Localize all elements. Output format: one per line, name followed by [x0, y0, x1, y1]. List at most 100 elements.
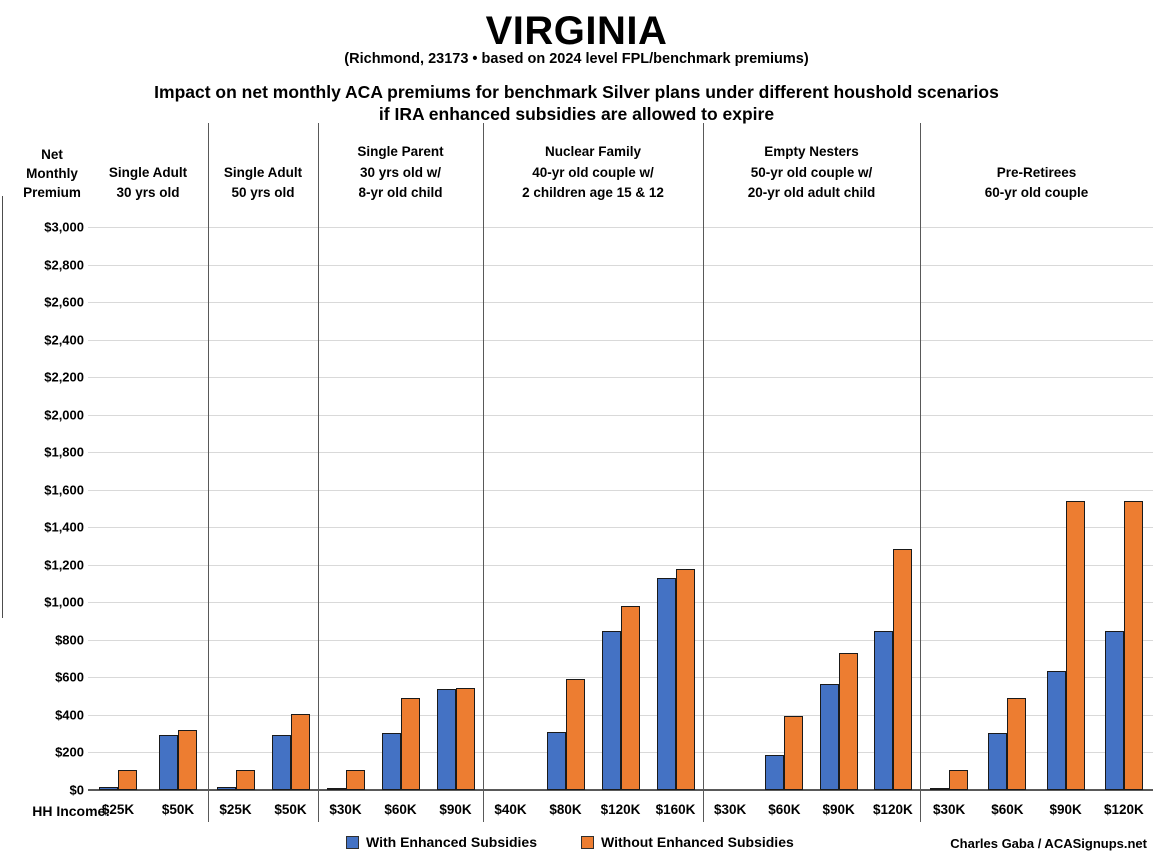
gridline [88, 339, 1153, 341]
y-axis-tick-label: $1,000 [44, 594, 84, 610]
bar-without-enhanced [1007, 698, 1027, 790]
y-axis-tick-label: $1,800 [44, 444, 84, 460]
group-separator [920, 123, 921, 822]
y-axis-tick-label: $2,600 [44, 294, 84, 310]
bar-with-enhanced [99, 787, 118, 790]
bar-without-enhanced [178, 730, 197, 790]
bar-with-enhanced [930, 788, 950, 790]
x-axis-label: $40K [494, 802, 527, 817]
bar-with-enhanced [326, 788, 346, 790]
page-subtitle: (Richmond, 23173 • based on 2024 level F… [344, 51, 809, 67]
hh-income-label: HH Income: [32, 803, 110, 819]
y-axis-tick-label: $1,200 [44, 557, 84, 573]
bar-with-enhanced [159, 735, 178, 790]
y-axis-tick-label: $1,600 [44, 482, 84, 498]
bar-with-enhanced [656, 578, 676, 790]
x-axis-label: $25K [101, 802, 135, 817]
group-header: Nuclear Family 40-yr old couple w/ 2 chi… [522, 144, 664, 200]
y-axis-tick-label: $400 [55, 707, 84, 723]
y-axis-tick-label: $3,000 [44, 219, 84, 235]
bar-without-enhanced [455, 688, 475, 790]
bar-with-enhanced [1046, 671, 1066, 790]
bar-with-enhanced [765, 755, 785, 790]
legend-label: Without Enhanced Subsidies [601, 834, 794, 850]
y-axis-tick-label: $0 [69, 782, 84, 798]
bar-with-enhanced [819, 684, 839, 790]
plot-left-border [2, 196, 3, 618]
bar-without-enhanced [675, 569, 695, 790]
group-header: Pre-Retirees 60-yr old couple [984, 164, 1089, 200]
y-axis-tick-label: $2,400 [44, 332, 84, 348]
y-axis-tick-label: $600 [55, 669, 84, 685]
x-axis-label: $120K [600, 802, 641, 817]
bar-with-enhanced [546, 732, 566, 790]
chart-heading-line1: Impact on net monthly ACA premiums for b… [154, 82, 999, 102]
bar-with-enhanced [436, 689, 456, 790]
legend-label: With Enhanced Subsidies [366, 834, 538, 850]
group-header: Single Adult 50 yrs old [223, 164, 303, 200]
bar-without-enhanced [565, 679, 585, 790]
x-axis-label: $120K [872, 802, 913, 817]
x-axis-label: $90K [439, 802, 472, 817]
bar-without-enhanced [400, 698, 420, 790]
x-axis-label: $160K [655, 802, 696, 817]
bar-with-enhanced [216, 787, 236, 790]
y-axis-tick-label: $800 [55, 632, 84, 648]
group-header: Empty Nesters 50-yr old couple w/ 20-yr … [747, 144, 876, 200]
gridline [88, 564, 1153, 566]
bar-without-enhanced [235, 770, 255, 790]
gridline [88, 489, 1153, 491]
bar-without-enhanced [838, 653, 858, 790]
y-axis-tick-label: $2,200 [44, 369, 84, 385]
x-axis-label: $120K [1103, 802, 1144, 817]
bar-without-enhanced [949, 770, 969, 790]
gridline [88, 227, 1153, 229]
bar-without-enhanced [345, 770, 365, 790]
group-header: Single Parent 30 yrs old w/ 8-yr old chi… [357, 144, 444, 200]
x-axis-label: $60K [991, 802, 1024, 817]
with-enhanced-swatch-icon [346, 835, 359, 849]
x-axis-label: $25K [219, 802, 252, 817]
credit: Charles Gaba / ACASignups.net [950, 836, 1147, 851]
gridline [88, 302, 1153, 304]
bar-without-enhanced [1123, 501, 1143, 790]
y-axis-tick-label: $2,000 [44, 407, 84, 423]
gridline [88, 414, 1153, 416]
x-axis-label: $60K [768, 802, 801, 817]
without-enhanced-swatch-icon [581, 835, 594, 849]
x-axis-label: $50K [161, 802, 195, 817]
bar-with-enhanced [381, 733, 401, 790]
bar-without-enhanced [1065, 501, 1085, 790]
group-separator [318, 123, 319, 822]
group-header: Single Adult 30 yrs old [108, 164, 188, 200]
gridline [88, 602, 1153, 604]
bar-with-enhanced [1104, 631, 1124, 790]
group-separator [208, 123, 209, 822]
bar-without-enhanced [620, 606, 640, 790]
y-axis-tick-label: $1,400 [44, 519, 84, 535]
legend-item-with-enhanced: With Enhanced Subsidies [346, 834, 537, 850]
y-axis-tick-label: $2,800 [44, 257, 84, 273]
x-axis-label: $30K [932, 802, 966, 817]
legend-item-without-enhanced: Without Enhanced Subsidies [581, 834, 794, 850]
bar-with-enhanced [601, 631, 621, 790]
bar-without-enhanced [892, 549, 912, 790]
gridline [88, 264, 1153, 266]
bar-with-enhanced [873, 631, 893, 790]
x-axis-label: $90K [1049, 802, 1082, 817]
x-axis-label: $60K [384, 802, 417, 817]
x-axis-label: $80K [549, 802, 582, 817]
chart-heading-line2: if IRA enhanced subsidies are allowed to… [378, 104, 775, 124]
gridline [88, 527, 1153, 529]
gridline [88, 377, 1153, 379]
x-axis-label: $50K [274, 802, 307, 817]
bar-with-enhanced [271, 735, 291, 790]
y-axis-title: Net Monthly Premium [23, 147, 81, 200]
x-axis-label: $30K [329, 802, 362, 817]
bar-with-enhanced [988, 733, 1008, 790]
page-title: VIRGINIA [485, 9, 668, 53]
group-separator [703, 123, 704, 822]
bar-without-enhanced [118, 770, 137, 790]
y-axis-tick-label: $200 [55, 744, 84, 760]
x-axis-label: $90K [822, 802, 855, 817]
